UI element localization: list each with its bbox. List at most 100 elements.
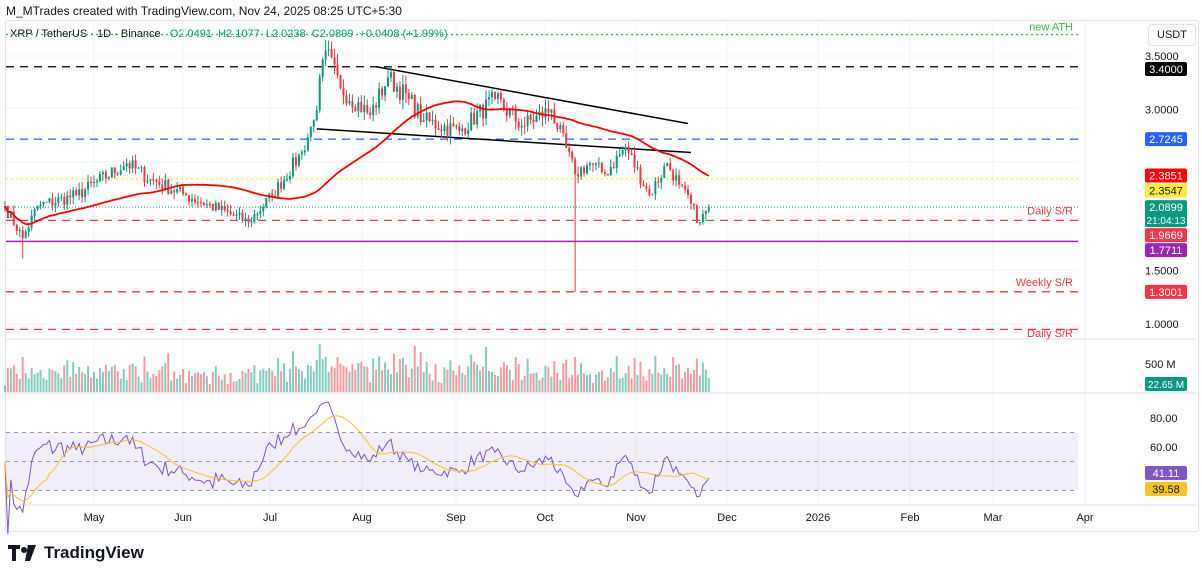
candle-body — [286, 179, 289, 181]
candle-body — [416, 104, 419, 117]
candle-body — [217, 202, 220, 210]
candle-body — [544, 108, 547, 118]
volume-bar — [291, 351, 294, 392]
level-text: Weekly S/R — [1016, 277, 1073, 289]
volume-bar — [113, 365, 116, 392]
volume-bar — [443, 367, 446, 392]
volume-bar — [330, 366, 333, 392]
candle-body — [95, 180, 98, 182]
candle-body — [381, 88, 384, 96]
candle-body — [366, 104, 369, 113]
rsi-axis-tick: 60.00 — [1150, 442, 1178, 454]
candle-body — [517, 121, 520, 128]
candle-body — [588, 163, 591, 166]
volume-bar — [321, 359, 324, 392]
candle-body — [297, 154, 300, 166]
candle-body — [306, 137, 309, 151]
volume-bar — [277, 358, 280, 392]
candle-body — [651, 194, 654, 196]
candle-body — [208, 203, 211, 205]
candle-body — [179, 186, 182, 189]
price-label: 1.9669 — [1149, 230, 1183, 242]
candle-body — [188, 195, 191, 202]
candle-body — [342, 88, 345, 96]
candle-body — [324, 50, 327, 60]
volume-bar — [226, 384, 229, 392]
volume-bar — [90, 377, 93, 392]
volume-bar — [437, 382, 440, 392]
volume-bar — [588, 373, 591, 392]
volume-bar — [297, 368, 300, 392]
candle-body — [499, 92, 502, 100]
candle-body — [15, 224, 18, 232]
volume-bar — [318, 344, 321, 392]
candle-body — [695, 205, 698, 223]
symbol-legend: XRP / TetherUS · 1D · Binance O2.0491 H2… — [10, 28, 448, 40]
volume-bar — [375, 369, 378, 392]
candle-body — [603, 172, 606, 174]
volume-bar — [568, 378, 571, 392]
volume-bar — [54, 371, 57, 392]
volume-bar — [18, 378, 21, 392]
volume-bar — [511, 380, 514, 392]
candle-body — [565, 133, 568, 148]
candle-body — [562, 125, 565, 134]
candle-body — [476, 111, 479, 125]
price-axis-tick: 1.5000 — [1145, 265, 1179, 277]
volume-bar — [244, 372, 247, 392]
volume-bar — [84, 374, 87, 392]
volume-bar — [369, 382, 372, 392]
candle-body — [24, 231, 27, 239]
candle-body — [33, 209, 36, 216]
candle-body — [689, 195, 692, 204]
candle-body — [678, 175, 681, 185]
candle-body — [196, 202, 199, 204]
candle-body — [520, 125, 523, 128]
volume-bar — [476, 364, 479, 392]
candle-body — [259, 211, 262, 215]
candle-body — [464, 128, 467, 135]
volume-bar — [39, 370, 42, 392]
candle-body — [594, 163, 597, 165]
candle-body — [161, 184, 164, 190]
price-axis-tick: 1.0000 — [1145, 319, 1179, 331]
volume-bar — [390, 374, 392, 392]
volume-bar — [689, 373, 692, 392]
volume-bar — [473, 361, 476, 392]
symbol-name[interactable]: XRP / TetherUS · 1D · Binance — [10, 28, 161, 40]
volume-bar — [253, 365, 256, 392]
candle-body — [312, 120, 315, 127]
candle-body — [446, 125, 449, 136]
volume-bar — [208, 384, 211, 392]
candle-body — [21, 230, 24, 239]
volume-bar — [116, 371, 119, 392]
volume-bar — [128, 365, 131, 392]
candle-body — [654, 181, 657, 195]
candle-body — [345, 95, 348, 104]
candle-body — [461, 128, 464, 132]
candle-body — [612, 167, 615, 169]
candle-body — [235, 214, 238, 216]
volume-bar — [98, 368, 101, 392]
volume-bar — [286, 381, 289, 392]
tradingview-logo: TradingView — [8, 543, 144, 563]
volume-bar — [125, 379, 128, 392]
candle-body — [698, 222, 701, 224]
volume-bar — [651, 373, 654, 392]
volume-bar — [636, 375, 639, 392]
candle-body — [164, 179, 167, 190]
candle-body — [333, 57, 336, 65]
price-label: 2.7245 — [1149, 134, 1183, 146]
volume-bar — [75, 374, 78, 392]
currency-button[interactable]: USDT — [1148, 24, 1196, 46]
price-label: 3.4000 — [1149, 64, 1183, 76]
candle-body — [574, 159, 577, 174]
price-label-bg — [1145, 284, 1187, 299]
candle-body — [300, 152, 303, 155]
candle-body — [262, 206, 265, 212]
volume-bar — [687, 368, 689, 392]
volume-bar — [348, 371, 351, 392]
candle-body — [458, 126, 461, 132]
candle-body — [51, 198, 54, 206]
